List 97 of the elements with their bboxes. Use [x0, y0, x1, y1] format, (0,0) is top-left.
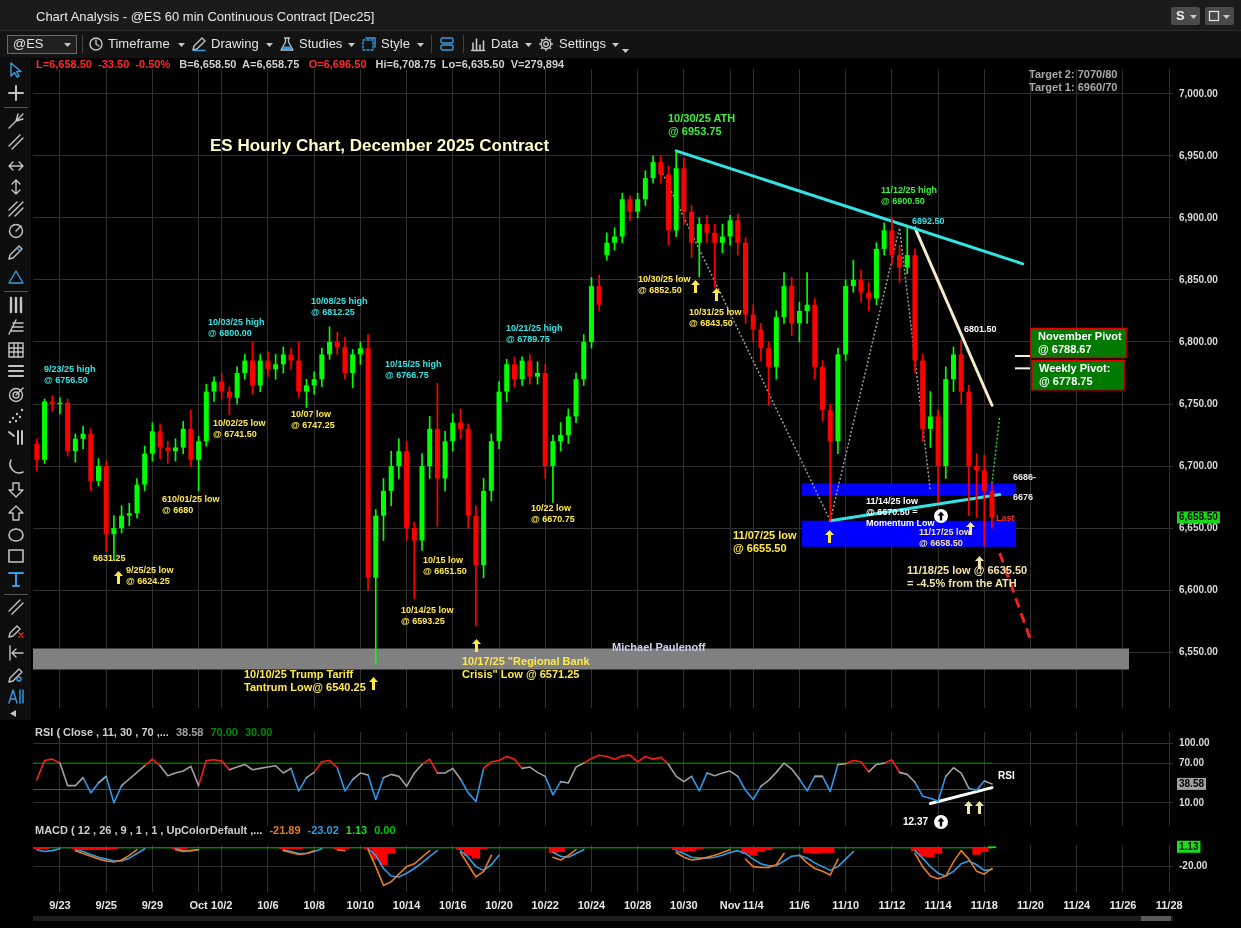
annotation: 10/10/25 Trump Tariff Tantrum Low@ 6540.25 [244, 668, 366, 694]
x-tick-label: 10/8 [303, 898, 325, 911]
x-tick-label: 11/12 [878, 898, 906, 911]
text: Studies [299, 36, 343, 52]
annotation: Hi=6,708.75 Lo=6,635.50 V=279,894 [375, 58, 566, 71]
ref-line-label: Weekly Pivot: @ 6778.75 [1039, 361, 1111, 387]
text: 38.58 [175, 726, 204, 739]
x-tick-label: 11/24 [1063, 898, 1092, 911]
annotation: 10/15/25 high @ 6766.75 [385, 359, 442, 381]
y-tick-label: 6,658.50 [1179, 511, 1219, 523]
annotation: 9/25/25 low @ 6624.25 [126, 565, 175, 587]
text: ES Hourly Chart, December 2025 Contract [210, 135, 550, 155]
annotation: 10/17/25 "Regional Bank Crisis" Low @ 6571.25 [462, 655, 591, 681]
annotation: 11/12/25 high @ 6900.50 [881, 185, 938, 207]
x-tick-label: 10/22 [531, 898, 559, 911]
y-tick-label: -20.00 [1179, 860, 1208, 872]
annotation: 10/07 low @ 6747.25 [291, 409, 335, 431]
x-tick-label: 10/2 [211, 898, 233, 911]
annotation: L=6,658.50 -33.50 -0.50% [36, 58, 171, 71]
x-tick-label: 11/6 [789, 898, 810, 911]
annotation: 10/22 low @ 6670.75 [531, 502, 575, 524]
annotation: 10/30/25 ATH @ 6953.75 [668, 112, 736, 138]
y-tick-label: 6,950.00 [1179, 149, 1219, 161]
x-tick-label: 11/4 [742, 898, 765, 911]
y-tick-label: 100.00 [1179, 737, 1211, 748]
dropdown-button: S [1171, 7, 1200, 25]
text: Timeframe [108, 36, 170, 52]
annotation: 10/08/25 high @ 6812.25 [311, 296, 368, 318]
ref-line-label: 0.00 [374, 824, 396, 837]
symbol-field: @ES [7, 35, 77, 54]
series-label: -21.89 [269, 824, 301, 837]
x-tick-label: Oct [189, 898, 209, 911]
annotation: 10/31/25 low @ 6843.50 [689, 307, 743, 329]
y-tick-label: 1.13 [1179, 840, 1199, 852]
ref-line-label: 70.00 [210, 726, 238, 739]
y-tick-label: 38.58 [1179, 777, 1205, 789]
text: Settings [559, 36, 606, 52]
annotation: 9/23/25 high @ 6756.50 [44, 364, 96, 386]
y-tick-label: 10.00 [1179, 796, 1205, 808]
y-tick-label: 6,800.00 [1179, 335, 1219, 347]
x-tick-label: Nov [719, 898, 742, 911]
x-tick-label: 10/10 [346, 898, 375, 911]
x-tick-label: 10/20 [485, 898, 513, 911]
annotation: 10/03/25 high @ 6800.00 [208, 317, 265, 339]
annotation: O=6,696.50 [308, 58, 367, 71]
x-tick-label: 9/29 [141, 898, 164, 911]
annotation: 6631.25 [93, 552, 126, 563]
annotation: Target 1: 6960/70 [1029, 81, 1118, 94]
text: Chart Analysis - @ES 60 min Continuous Contract [Dec25] [36, 9, 375, 25]
x-tick-label: 11/14 [924, 898, 953, 911]
annotation: B=6,658.50 A=6,658.75 [179, 58, 300, 71]
x-tick-label: 10/24 [577, 898, 607, 911]
annotation: RSI [997, 770, 1015, 782]
x-tick-label: 9/25 [95, 898, 117, 911]
x-tick-label: 9/23 [49, 898, 71, 911]
annotation: 12.37 [903, 815, 929, 827]
y-tick-label: 6,600.00 [1179, 583, 1219, 595]
annotation: 6892.50 [912, 215, 945, 226]
chart-title: RSI ( Close , 11, 30 , 70 ,... [35, 726, 169, 739]
y-tick-label: 6,700.00 [1179, 459, 1219, 471]
x-tick-label: 10/6 [257, 898, 279, 911]
band-label: 6686- 6676 [1013, 471, 1037, 503]
x-tick-label: 11/28 [1155, 898, 1183, 911]
ref-line-label: 30.00 [244, 726, 273, 739]
annotation: 6801.50 [964, 324, 997, 335]
text: Style [381, 36, 410, 52]
x-tick-label: 10/16 [439, 898, 467, 911]
ref-line-label: November Pivot @ 6788.67 [1038, 329, 1123, 355]
annotation: 10/30/25 low @ 6852.50 [638, 274, 692, 296]
annotation: Michael Paulenoff [612, 641, 706, 654]
x-tick-label: 10/14 [392, 898, 422, 911]
series-label: -23.02 [307, 824, 339, 837]
x-tick-label: 11/26 [1109, 898, 1137, 911]
text: Data [491, 36, 519, 52]
y-tick-label: 70.00 [1179, 756, 1205, 768]
y-tick-label: 6,550.00 [1179, 645, 1219, 657]
y-tick-label: 6,650.00 [1179, 521, 1219, 533]
y-tick-label: 6,900.00 [1179, 211, 1219, 223]
y-tick-label: 7,000.00 [1179, 87, 1219, 99]
annotation: Last [996, 513, 1015, 524]
annotation: 610/01/25 low @ 6680 [162, 494, 221, 516]
annotation: 10/02/25 low @ 6741.50 [213, 418, 267, 440]
text: 1.13 [345, 824, 368, 837]
annotation: 10/14/25 low @ 6593.25 [401, 605, 455, 627]
x-tick-label: 11/18 [970, 898, 998, 911]
x-tick-label: 10/30 [670, 898, 698, 911]
chart-title: MACD ( 12 , 26 , 9 , 1 , 1 , UpColorDefault ,... [35, 824, 263, 837]
y-tick-label: 6,850.00 [1179, 273, 1219, 285]
annotation: Target 2: 7070/80 [1029, 68, 1118, 81]
y-tick-label: 6,750.00 [1179, 397, 1219, 409]
annotation: 11/07/25 low @ 6655.50 [733, 529, 798, 555]
x-tick-label: 11/10 [832, 898, 860, 911]
x-tick-label: 10/28 [623, 898, 652, 911]
annotation: 10/15 low @ 6651.50 [423, 555, 467, 577]
annotation: 10/21/25 high @ 6789.75 [506, 323, 563, 345]
text: Drawing [211, 36, 259, 52]
x-tick-label: 11/20 [1017, 898, 1044, 911]
